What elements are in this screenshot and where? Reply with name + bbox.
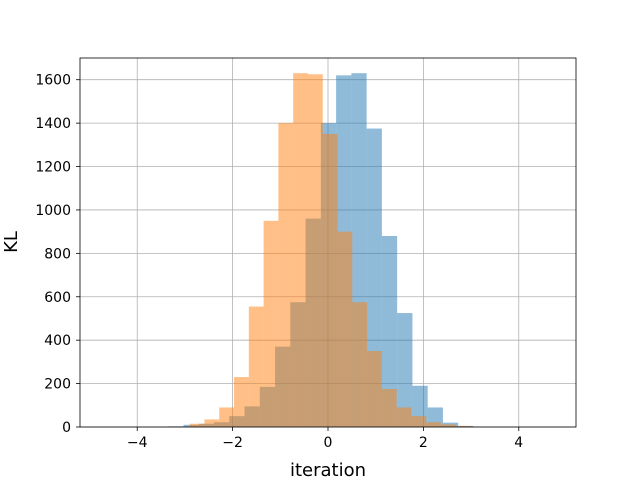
histogram-bar-series-2 (234, 377, 249, 427)
x-tick-label: −2 (222, 435, 243, 451)
histogram-bar-series-2 (441, 424, 456, 427)
histogram-bar-series-2 (248, 306, 264, 427)
histogram-bar-series-1 (397, 313, 413, 427)
histogram-bar-series-2 (381, 389, 397, 427)
histogram-bar-series-2 (293, 73, 308, 427)
histogram-bar-series-2 (189, 423, 205, 427)
histogram-bar-series-2 (307, 74, 323, 427)
histogram-bar-series-2 (204, 419, 220, 427)
axis-ticks: −4 −2 0 2 4 0 200 400 600 800 1000 1200 1400 1600 (35, 73, 523, 451)
histogram-bar-series-2 (426, 422, 442, 427)
x-tick-label: 4 (514, 435, 523, 451)
y-tick-label: 800 (44, 246, 71, 262)
histogram-bar-series-2 (455, 425, 471, 427)
histogram-bar-series-2 (219, 407, 235, 427)
y-tick-label: 1600 (35, 73, 71, 89)
histogram-bar-series-2 (337, 231, 353, 427)
y-tick-label: 1200 (35, 160, 71, 176)
x-tick-label: −4 (127, 435, 148, 451)
histogram-bars (103, 73, 557, 427)
x-axis-label: iteration (290, 460, 366, 480)
x-tick-label: 0 (324, 435, 333, 451)
histogram-bar-series-1 (381, 235, 398, 427)
y-tick-label: 400 (44, 333, 71, 349)
y-tick-label: 1400 (35, 116, 71, 132)
histogram-bar-series-2 (263, 220, 279, 427)
histogram-bar-series-2 (367, 351, 382, 427)
histogram-bar-series-2 (278, 123, 294, 427)
y-axis-label: KL (1, 231, 22, 253)
histogram-bar-series-2 (352, 302, 368, 427)
histogram-bar-series-1 (427, 407, 443, 427)
x-tick-label: 2 (419, 435, 428, 451)
y-tick-label: 1000 (35, 203, 71, 219)
y-tick-label: 600 (44, 290, 71, 306)
histogram-bar-series-2 (411, 416, 427, 427)
histogram-bar-series-2 (396, 407, 412, 427)
y-tick-label: 200 (44, 377, 71, 393)
histogram-bar-series-2 (322, 133, 338, 427)
y-tick-label: 0 (62, 420, 71, 436)
